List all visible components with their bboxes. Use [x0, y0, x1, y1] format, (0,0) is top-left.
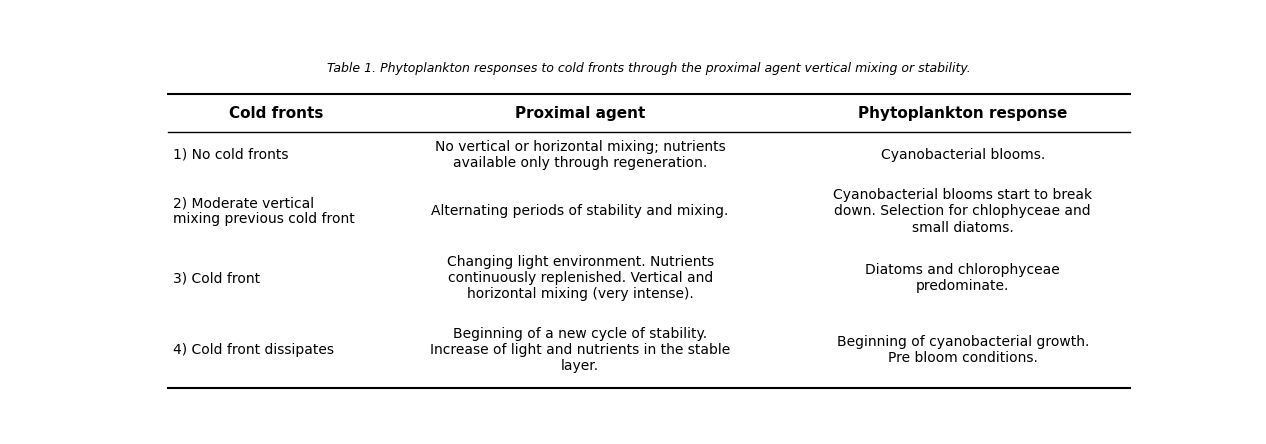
- Text: Cyanobacterial blooms start to break
down. Selection for chlophyceae and
small d: Cyanobacterial blooms start to break dow…: [833, 188, 1093, 234]
- Text: Diatoms and chlorophyceae
predominate.: Diatoms and chlorophyceae predominate.: [866, 263, 1060, 293]
- Text: 1) No cold fronts: 1) No cold fronts: [173, 148, 289, 162]
- Text: 3) Cold front: 3) Cold front: [173, 271, 260, 285]
- Text: 2) Moderate vertical
mixing previous cold front: 2) Moderate vertical mixing previous col…: [173, 196, 354, 226]
- Text: Alternating periods of stability and mixing.: Alternating periods of stability and mix…: [432, 204, 729, 218]
- Text: Cold fronts: Cold fronts: [229, 106, 323, 121]
- Text: 4) Cold front dissipates: 4) Cold front dissipates: [173, 343, 334, 357]
- Text: Proximal agent: Proximal agent: [515, 106, 646, 121]
- Text: Beginning of a new cycle of stability.
Increase of light and nutrients in the st: Beginning of a new cycle of stability. I…: [430, 327, 730, 373]
- Text: Phytoplankton response: Phytoplankton response: [858, 106, 1067, 121]
- Text: Table 1. Phytoplankton responses to cold fronts through the proximal agent verti: Table 1. Phytoplankton responses to cold…: [327, 62, 971, 75]
- Text: Beginning of cyanobacterial growth.
Pre bloom conditions.: Beginning of cyanobacterial growth. Pre …: [837, 335, 1089, 365]
- Text: Cyanobacterial blooms.: Cyanobacterial blooms.: [881, 148, 1044, 162]
- Text: Changing light environment. Nutrients
continuously replenished. Vertical and
hor: Changing light environment. Nutrients co…: [447, 255, 714, 301]
- Text: No vertical or horizontal mixing; nutrients
available only through regeneration.: No vertical or horizontal mixing; nutrie…: [434, 140, 725, 170]
